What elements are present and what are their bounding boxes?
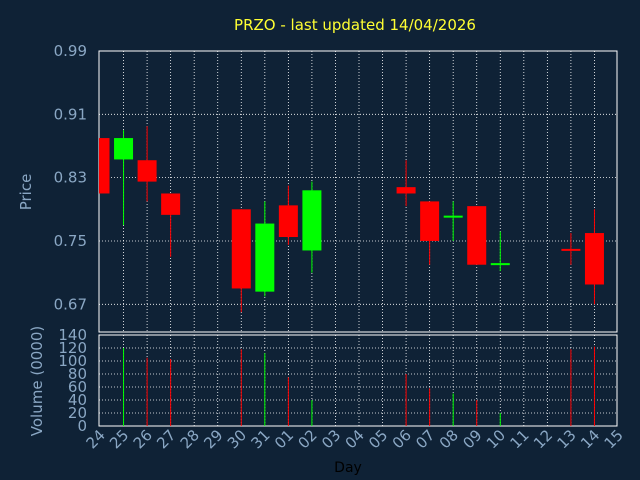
- x-tick-label: 01: [271, 426, 297, 452]
- candle-body: [467, 206, 487, 265]
- x-tick-label: 27: [153, 426, 179, 452]
- price-axis-ticks: 0.99 0.91 0.83 0.75 0.67: [54, 42, 87, 313]
- x-tick-label: 31: [247, 426, 273, 452]
- x-axis-ticks: 2425262728293031010203040506070809101112…: [83, 426, 627, 452]
- candle-body: [137, 160, 157, 182]
- x-tick-label: 13: [554, 426, 580, 452]
- chart-title: PRZO - last updated 14/04/2026: [234, 16, 476, 34]
- x-tick-label: 04: [342, 426, 368, 452]
- volume-tick-label: 20: [68, 404, 87, 422]
- candle-body: [396, 187, 416, 194]
- x-tick-label: 11: [506, 426, 532, 452]
- x-tick-label: 14: [577, 426, 603, 452]
- volume-tick-label: 40: [68, 391, 87, 409]
- x-axis-title: Day: [334, 460, 362, 476]
- price-tick-label: 0.83: [54, 169, 87, 187]
- candle-body: [561, 248, 581, 251]
- candle-body: [255, 223, 275, 292]
- x-tick-label: 03: [318, 426, 344, 452]
- x-tick-label: 26: [130, 426, 156, 452]
- x-tick-label: 12: [530, 426, 556, 452]
- x-tick-label: 28: [177, 426, 203, 452]
- volume-bars: [123, 346, 595, 426]
- candle-body: [584, 233, 604, 285]
- candle-body: [114, 138, 134, 160]
- x-tick-label: 08: [436, 426, 462, 452]
- volume-tick-label: 140: [58, 326, 87, 344]
- x-tick-label: 30: [224, 426, 250, 452]
- price-tick-label: 0.75: [54, 232, 87, 250]
- volume-tick-label: 100: [58, 352, 87, 370]
- price-tick-label: 0.91: [54, 105, 87, 123]
- candles: [99, 126, 604, 313]
- x-tick-label: 25: [106, 426, 132, 452]
- price-tick-label: 0.67: [54, 295, 87, 313]
- price-panel: 0.99 0.91 0.83 0.75 0.67: [54, 42, 618, 333]
- candle-body: [278, 205, 298, 238]
- x-tick-label: 06: [389, 426, 415, 452]
- volume-grid: [99, 335, 617, 426]
- price-grid: [99, 50, 617, 332]
- candle-body: [161, 193, 181, 215]
- price-tick-label: 0.99: [54, 42, 87, 60]
- x-tick-label: 07: [412, 426, 438, 452]
- candle-body: [231, 209, 251, 289]
- candle-body: [99, 138, 110, 194]
- volume-tick-label: 80: [68, 365, 87, 383]
- x-tick-label: 15: [601, 426, 627, 452]
- candle-body: [420, 201, 440, 241]
- price-plot-frame: [98, 50, 618, 333]
- price-axis-title: Price: [17, 174, 35, 211]
- volume-tick-label: 0: [77, 417, 87, 435]
- x-tick-label: 05: [365, 426, 391, 452]
- volume-axis-title: Volume (0000): [28, 326, 46, 436]
- candle-body: [302, 190, 322, 251]
- x-tick-label: 10: [483, 426, 509, 452]
- candle-body: [490, 263, 510, 266]
- x-tick-label: 02: [295, 426, 321, 452]
- x-tick-label: 09: [459, 426, 485, 452]
- x-tick-label: 29: [200, 426, 226, 452]
- volume-plot-frame: [98, 334, 618, 427]
- volume-tick-label: 60: [68, 378, 87, 396]
- candle-body: [443, 215, 463, 218]
- volume-tick-label: 120: [58, 339, 87, 357]
